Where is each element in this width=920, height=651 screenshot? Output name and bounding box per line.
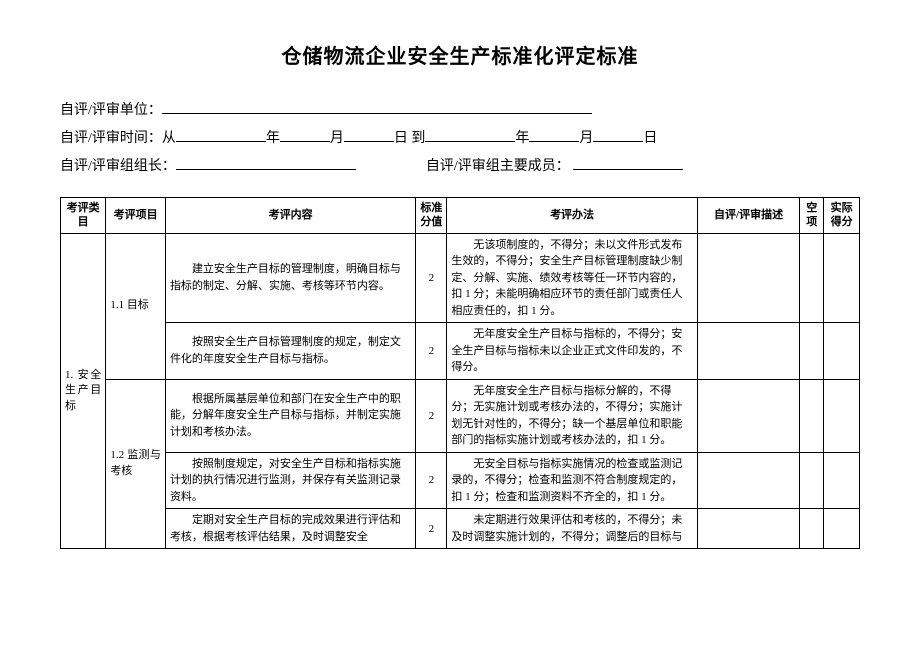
cell-desc[interactable] (697, 233, 800, 323)
cell-actual[interactable] (824, 323, 860, 380)
day1-suffix: 日 到 (394, 125, 426, 153)
cell-actual[interactable] (824, 452, 860, 509)
cell-method: 无年度安全生产目标与指标的，不得分；安全生产目标与指标未以企业正式文件印发的，不… (447, 323, 697, 380)
cell-empty[interactable] (800, 379, 824, 452)
cell-desc[interactable] (697, 509, 800, 549)
th-actual: 实际得分 (824, 198, 860, 234)
cell-method: 无该项制度的，不得分；未以文件形式发布生效的，不得分；安全生产目标管理制度缺少制… (447, 233, 697, 323)
cell-empty[interactable] (800, 509, 824, 549)
table-row: 定期对安全生产目标的完成效果进行评估和考核，根据考核评估结果，及时调整安全 2 … (61, 509, 860, 549)
meta-row-leader: 自评/评审组组长： 自评/评审组主要成员： (60, 153, 860, 181)
cell-desc[interactable] (697, 379, 800, 452)
leader-blank[interactable] (176, 153, 356, 170)
cell-content: 建立安全生产目标的管理制度，明确目标与指标的制定、分解、实施、考核等环节内容。 (165, 233, 415, 323)
table-row: 按照制度规定，对安全生产目标和指标实施计划的执行情况进行监测，并保存有关监测记录… (61, 452, 860, 509)
th-empty: 空项 (800, 198, 824, 234)
cell-item-1: 1.1 目标 (106, 233, 166, 379)
members-blank[interactable] (573, 153, 683, 170)
cell-desc[interactable] (697, 452, 800, 509)
month2-suffix: 月 (579, 125, 593, 153)
evaluation-table: 考评类目 考评项目 考评内容 标准分值 考评办法 自评/评审描述 空项 实际得分… (60, 197, 860, 549)
cell-content: 根据所属基层单位和部门在安全生产中的职能，分解年度安全生产目标与指标，并制定实施… (165, 379, 415, 452)
month2-blank[interactable] (529, 125, 579, 142)
table-row: 按照安全生产目标管理制度的规定，制定文件化的年度安全生产目标与指标。 2 无年度… (61, 323, 860, 380)
cell-score: 2 (416, 323, 447, 380)
cell-score: 2 (416, 233, 447, 323)
month1-suffix: 月 (330, 125, 344, 153)
cell-content: 定期对安全生产目标的完成效果进行评估和考核，根据考核评估结果，及时调整安全 (165, 509, 415, 549)
year2-blank[interactable] (425, 125, 515, 142)
meta-row-unit: 自评/评审单位： (60, 97, 860, 125)
cell-empty[interactable] (800, 233, 824, 323)
th-item: 考评项目 (106, 198, 166, 234)
meta-block: 自评/评审单位： 自评/评审时间：从 年 月 日 到 年 月 日 自评/评审组组… (60, 97, 860, 181)
page-title: 仓储物流企业安全生产标准化评定标准 (60, 40, 860, 69)
cell-empty[interactable] (800, 323, 824, 380)
cell-method: 未定期进行效果评估和考核的，不得分；未及时调整实施计划的，不得分；调整后的目标与 (447, 509, 697, 549)
unit-blank[interactable] (162, 97, 592, 114)
th-category: 考评类目 (61, 198, 106, 234)
cell-actual[interactable] (824, 509, 860, 549)
cell-empty[interactable] (800, 452, 824, 509)
cell-desc[interactable] (697, 323, 800, 380)
th-content: 考评内容 (165, 198, 415, 234)
th-desc: 自评/评审描述 (697, 198, 800, 234)
year2-suffix: 年 (515, 125, 529, 153)
th-score: 标准分值 (416, 198, 447, 234)
cell-content: 按照安全生产目标管理制度的规定，制定文件化的年度安全生产目标与指标。 (165, 323, 415, 380)
day2-blank[interactable] (593, 125, 643, 142)
day2-suffix: 日 (643, 125, 657, 153)
cell-item-2: 1.2 监测与考核 (106, 379, 166, 549)
month1-blank[interactable] (280, 125, 330, 142)
document-page: 仓储物流企业安全生产标准化评定标准 自评/评审单位： 自评/评审时间：从 年 月… (0, 0, 920, 651)
cell-score: 2 (416, 452, 447, 509)
meta-row-time: 自评/评审时间：从 年 月 日 到 年 月 日 (60, 125, 860, 153)
day1-blank[interactable] (344, 125, 394, 142)
unit-label: 自评/评审单位： (60, 97, 162, 125)
cell-actual[interactable] (824, 233, 860, 323)
year1-blank[interactable] (176, 125, 266, 142)
members-label: 自评/评审组主要成员： (426, 159, 570, 174)
cell-score: 2 (416, 379, 447, 452)
members-part: 自评/评审组主要成员： (426, 153, 683, 181)
leader-label: 自评/评审组组长： (60, 153, 176, 181)
table-row: 1. 安全生产目标 1.1 目标 建立安全生产目标的管理制度，明确目标与指标的制… (61, 233, 860, 323)
cell-actual[interactable] (824, 379, 860, 452)
cell-score: 2 (416, 509, 447, 549)
cell-content: 按照制度规定，对安全生产目标和指标实施计划的执行情况进行监测，并保存有关监测记录… (165, 452, 415, 509)
cell-category: 1. 安全生产目标 (61, 233, 106, 549)
cell-method: 无年度安全生产目标与指标分解的，不得分；无实施计划或考核办法的，不得分；实施计划… (447, 379, 697, 452)
year1-suffix: 年 (266, 125, 280, 153)
table-row: 1.2 监测与考核 根据所属基层单位和部门在安全生产中的职能，分解年度安全生产目… (61, 379, 860, 452)
time-label: 自评/评审时间：从 (60, 125, 176, 153)
th-method: 考评办法 (447, 198, 697, 234)
cell-method: 无安全目标与指标实施情况的检查或监测记录的，不得分；检查和监测不符合制度规定的，… (447, 452, 697, 509)
table-header-row: 考评类目 考评项目 考评内容 标准分值 考评办法 自评/评审描述 空项 实际得分 (61, 198, 860, 234)
